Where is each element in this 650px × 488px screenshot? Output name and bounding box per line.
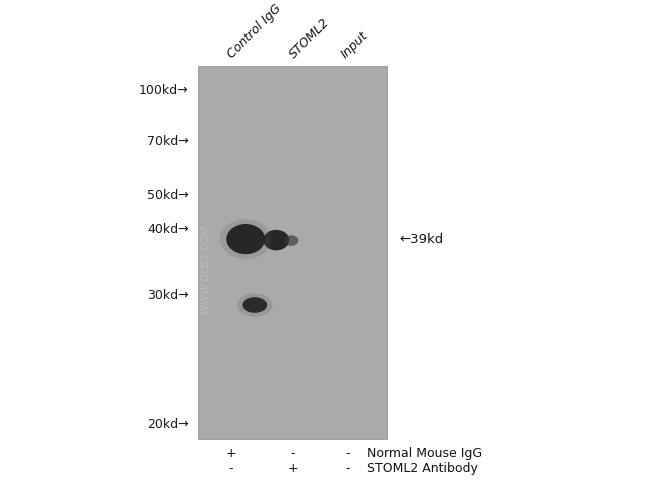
Text: 70kd→: 70kd→	[147, 135, 188, 148]
Text: 40kd→: 40kd→	[147, 223, 188, 236]
Ellipse shape	[226, 224, 265, 254]
Text: Control IgG: Control IgG	[225, 2, 284, 61]
Text: +: +	[287, 462, 298, 475]
Text: Input: Input	[339, 29, 370, 61]
Ellipse shape	[237, 293, 273, 317]
Ellipse shape	[263, 230, 289, 250]
Text: 30kd→: 30kd→	[147, 289, 188, 302]
Text: STOML2 Antibody: STOML2 Antibody	[367, 462, 478, 475]
Text: ←39kd: ←39kd	[400, 233, 444, 245]
Text: 50kd→: 50kd→	[147, 189, 188, 202]
Ellipse shape	[242, 297, 267, 313]
Text: WWW.GLB3.COM: WWW.GLB3.COM	[200, 224, 210, 312]
Ellipse shape	[284, 235, 298, 246]
Text: -: -	[229, 462, 233, 475]
Text: 100kd→: 100kd→	[139, 84, 188, 97]
Text: -: -	[346, 447, 350, 460]
Text: 20kd→: 20kd→	[147, 418, 188, 431]
Bar	[198, 66, 387, 439]
Text: -: -	[291, 447, 294, 460]
Text: +: +	[226, 447, 236, 460]
Text: STOML2: STOML2	[287, 16, 332, 61]
Ellipse shape	[220, 219, 272, 259]
Text: -: -	[346, 462, 350, 475]
Text: Normal Mouse IgG: Normal Mouse IgG	[367, 447, 482, 460]
